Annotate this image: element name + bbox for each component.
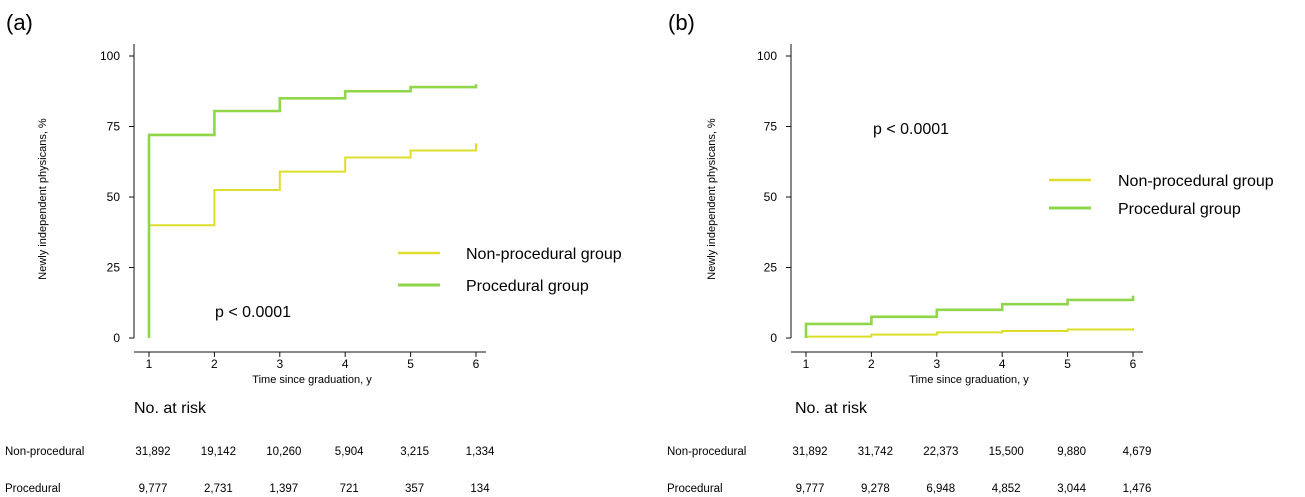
- panel-a-risk-row-label: Procedural: [5, 483, 61, 495]
- panel-b-series-line-procedural-group: [804, 295, 1135, 338]
- panel-b-p-value: p < 0.0001: [873, 121, 949, 138]
- panel-a-risk-value: 721: [340, 483, 359, 495]
- panel-a-series-line-procedural-group: [147, 84, 478, 338]
- panel-a-risk-value: 10,260: [266, 446, 301, 458]
- panel-b-series-line-non-procedural-group: [805, 328, 1134, 338]
- panel-b-legend-label-non-procedural: Non-procedural group: [1118, 173, 1274, 190]
- panel-a-y-tick-label: 50: [107, 190, 121, 204]
- panel-a-risk-value: 9,777: [139, 483, 168, 495]
- panel-b-x-tick-label: 4: [999, 357, 1006, 371]
- panel-a-legend-label-non-procedural: Non-procedural group: [466, 246, 622, 263]
- panel-a-risk-value: 2,731: [204, 483, 233, 495]
- panel-a-label: (a): [6, 10, 33, 35]
- panel-a-legend-label-procedural: Procedural group: [466, 278, 589, 295]
- panel-b-ylabel: Newly independent physicans, %: [706, 118, 718, 280]
- panel-b-y-tick-label: 100: [757, 49, 777, 63]
- panel-b-risk-row-label: Non-procedural: [667, 446, 746, 458]
- panel-b-xlabel: Time since graduation, y: [909, 374, 1029, 386]
- panel-b-x-axis: 1 2 3 4 5 6: [791, 351, 1143, 371]
- panel-a-series-line-non-procedural-group: [148, 143, 477, 338]
- panel-a-y-tick-label: 100: [100, 49, 120, 63]
- panel-a-p-value: p < 0.0001: [215, 304, 291, 321]
- panel-a-risk-value: 3,215: [400, 446, 429, 458]
- panel-b-y-tick-label: 0: [770, 331, 777, 345]
- panel-a-x-tick-label: 5: [407, 357, 414, 371]
- panel-a-risk-value: 31,892: [135, 446, 170, 458]
- panel-b-risk-value: 4,679: [1123, 446, 1152, 458]
- panel-a-risk-value: 134: [470, 483, 490, 495]
- panel-b-x-tick-label: 5: [1064, 357, 1071, 371]
- panel-b-risk-value: 15,500: [989, 446, 1024, 458]
- panel-a-x-tick-label: 1: [146, 357, 153, 371]
- panel-a-x-tick-label: 3: [276, 357, 283, 371]
- panel-b-risk-value: 9,880: [1057, 446, 1086, 458]
- panel-a-ylabel: Newly independent physicans, %: [37, 118, 49, 280]
- panel-a: (a) 0 25 50 75 100 1 2 3 4 5 6 Newly independent …: [5, 10, 622, 495]
- panel-b-risk-value: 3,044: [1057, 483, 1086, 495]
- panel-b-risk-value: 1,476: [1123, 483, 1152, 495]
- panel-a-x-tick-label: 2: [211, 357, 218, 371]
- panel-a-risk-value: 19,142: [201, 446, 236, 458]
- panel-b-risk-value: 31,742: [858, 446, 893, 458]
- panel-a-risk-table: No. at risk Non-procedural Procedural 31…: [5, 400, 495, 495]
- panel-b-y-tick-label: 75: [764, 120, 778, 134]
- panel-b-risk-table: No. at risk Non-procedural Procedural 31…: [667, 400, 1151, 495]
- panel-b-y-tick-label: 50: [764, 190, 778, 204]
- panel-b-y-axis: 0 25 50 75 100: [757, 44, 792, 345]
- panel-b-label: (b): [668, 10, 695, 35]
- panel-b-y-tick-label: 25: [764, 261, 778, 275]
- panel-a-risk-value: 357: [405, 483, 424, 495]
- panel-a-risk-title: No. at risk: [134, 400, 207, 417]
- panel-b-risk-value: 22,373: [923, 446, 958, 458]
- panel-b-legend-label-procedural: Procedural group: [1118, 201, 1241, 218]
- panel-b-risk-title: No. at risk: [795, 400, 868, 417]
- panel-a-y-axis: 0 25 50 75 100: [100, 44, 135, 345]
- panel-a-y-tick-label: 0: [113, 331, 120, 345]
- panel-b-risk-row-label: Procedural: [667, 483, 723, 495]
- panel-a-risk-row-label: Non-procedural: [5, 446, 84, 458]
- panel-a-x-tick-label: 6: [473, 357, 480, 371]
- panel-b-risk-value: 9,278: [861, 483, 890, 495]
- panel-a-risk-value: 1,334: [466, 446, 495, 458]
- panel-a-risk-value: 1,397: [269, 483, 298, 495]
- panel-a-legend: Non-procedural group Procedural group: [398, 246, 622, 295]
- panel-b: (b) 0 25 50 75 100 1 2 3 4 5 6 Newly independent …: [667, 10, 1274, 495]
- panel-a-xlabel: Time since graduation, y: [252, 374, 372, 386]
- panel-a-y-tick-label: 25: [107, 261, 121, 275]
- panel-b-x-tick-label: 2: [868, 357, 875, 371]
- panel-b-risk-value: 4,852: [992, 483, 1021, 495]
- panel-b-legend: Non-procedural group Procedural group: [1049, 173, 1274, 218]
- panel-b-x-tick-label: 6: [1130, 357, 1137, 371]
- panel-b-risk-value: 31,892: [792, 446, 827, 458]
- panel-b-risk-value: 6,948: [926, 483, 955, 495]
- panel-a-x-axis: 1 2 3 4 5 6: [134, 351, 486, 371]
- panel-a-risk-value: 5,904: [335, 446, 364, 458]
- panel-b-risk-value: 9,777: [796, 483, 825, 495]
- panel-a-x-tick-label: 4: [342, 357, 349, 371]
- panel-a-y-tick-label: 75: [107, 120, 121, 134]
- panel-b-x-tick-label: 1: [803, 357, 810, 371]
- panel-b-x-tick-label: 3: [933, 357, 940, 371]
